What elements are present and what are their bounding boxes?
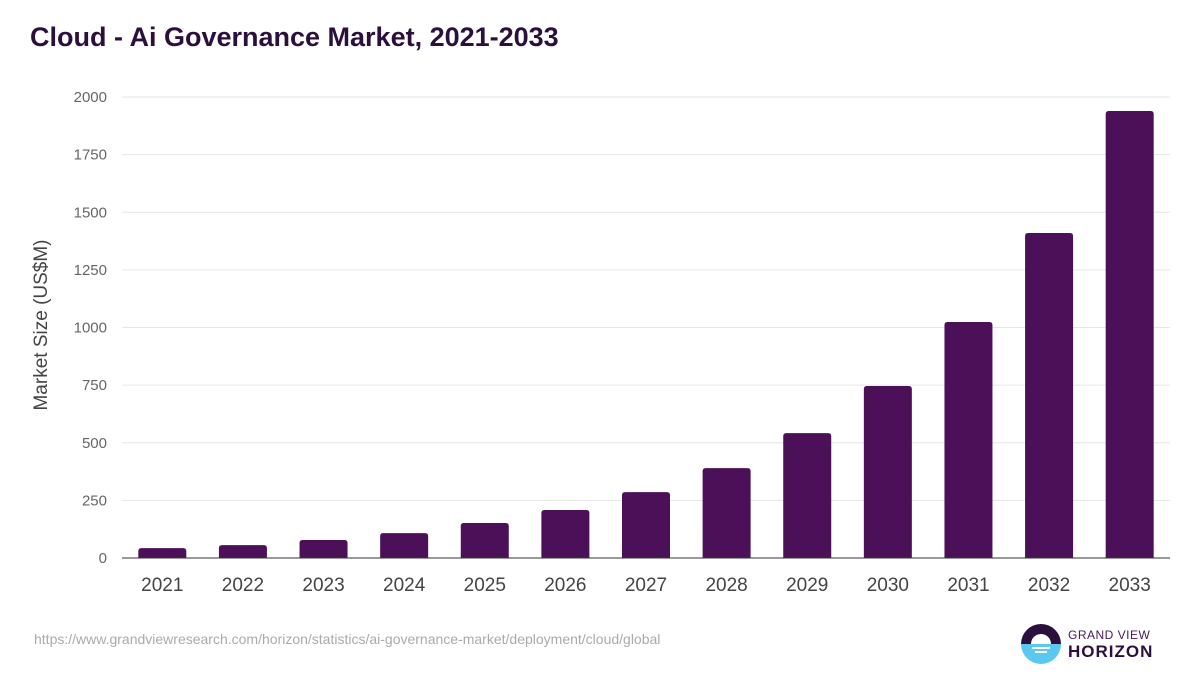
- bar-2027: [622, 492, 670, 558]
- x-tick-label: 2023: [302, 575, 344, 596]
- x-tick-label: 2026: [544, 575, 586, 596]
- logo-line1: GRAND VIEW: [1068, 628, 1151, 642]
- grand-view-horizon-logo: GRAND VIEW HORIZON: [1020, 623, 1160, 665]
- bar-2028: [702, 468, 751, 558]
- y-tick-label: 2000: [74, 89, 107, 106]
- x-tick-label: 2033: [1109, 575, 1151, 596]
- x-tick-label: 2024: [383, 575, 426, 596]
- x-tick-label: 2027: [625, 575, 667, 596]
- bar-2021: [138, 548, 187, 558]
- bar-2032: [1025, 232, 1074, 558]
- source-url[interactable]: https://www.grandviewresearch.com/horizo…: [34, 631, 661, 647]
- y-tick-label: 1250: [74, 262, 107, 279]
- y-axis-label: Market Size (US$M): [31, 239, 52, 410]
- x-tick-label: 2021: [141, 575, 183, 596]
- x-tick-label: 2022: [222, 575, 264, 596]
- y-tick-label: 250: [82, 492, 107, 509]
- x-tick-label: 2030: [867, 575, 909, 596]
- bar-2030: [863, 386, 912, 558]
- y-tick-label: 500: [82, 435, 107, 452]
- bar-2026: [541, 510, 590, 558]
- y-tick-label: 750: [82, 377, 107, 394]
- horizon-logo-icon: [1021, 624, 1061, 664]
- bar-2031: [944, 321, 993, 558]
- logo-line2: HORIZON: [1068, 642, 1154, 661]
- bar-2024: [380, 533, 429, 558]
- bar-2029: [783, 433, 832, 558]
- x-tick-label: 2025: [464, 575, 506, 596]
- x-tick-label: 2029: [786, 575, 828, 596]
- bar-2022: [218, 545, 267, 558]
- x-tick-label: 2028: [705, 575, 747, 596]
- y-tick-label: 1000: [74, 320, 107, 337]
- y-tick-label: 1500: [74, 204, 107, 221]
- x-tick-label: 2031: [947, 575, 989, 596]
- chart-title: Cloud - Ai Governance Market, 2021-2033: [30, 22, 559, 52]
- bar-chart: 0 250 500 750 1000 1250 1500 1750 2000 Market Siz…: [31, 89, 1170, 596]
- bar-2023: [299, 540, 348, 558]
- y-tick-label: 0: [99, 550, 107, 567]
- bar-2025: [460, 522, 509, 558]
- y-tick-label: 1750: [74, 147, 107, 164]
- bar-2033: [1105, 111, 1154, 559]
- x-tick-label: 2032: [1028, 575, 1070, 596]
